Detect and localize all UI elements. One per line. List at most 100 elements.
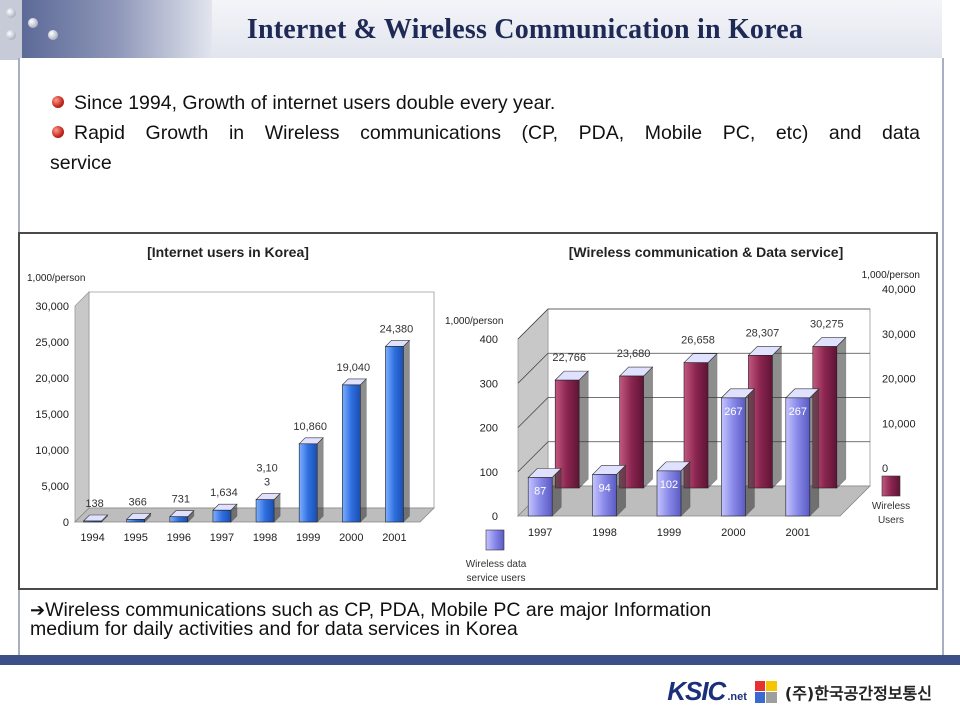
data-label: 23,680	[617, 348, 651, 360]
data-label: 22,766	[552, 352, 586, 364]
data-label: 3,10	[256, 463, 277, 475]
company-name: (주)한국공간정보통신	[784, 683, 932, 703]
bar-wireless-users	[554, 370, 589, 489]
left-y-tick-label: 0	[492, 511, 498, 523]
bar-side	[316, 437, 324, 523]
side-wall	[74, 291, 90, 523]
bar-wireless-users	[683, 352, 718, 489]
bar	[125, 512, 152, 523]
internet-users-chart: [Internet users in Korea] 1,000/person 0 5,…	[27, 244, 435, 544]
bar	[212, 503, 238, 523]
bar-side	[403, 339, 410, 523]
rivet-icon	[28, 18, 38, 28]
bar-front	[298, 443, 318, 523]
data-label: 731	[172, 494, 190, 506]
bar	[384, 339, 411, 523]
y-tick-label: 5,000	[41, 481, 69, 493]
bar-front	[255, 499, 275, 523]
y-tick-label: 0	[63, 517, 69, 529]
rivet-icon	[6, 8, 16, 18]
data-label: 3	[264, 477, 270, 489]
x-tick-label: 2001	[786, 527, 810, 539]
arrow-right-icon: ➔	[30, 600, 46, 620]
bullet-dot-icon	[52, 126, 64, 138]
bottom-bar	[0, 655, 960, 665]
left-y-tick-label: 200	[480, 423, 498, 435]
left-y-tick-label: 100	[480, 467, 498, 479]
bar-data-service-side	[680, 461, 691, 517]
bar-data-service-front	[592, 474, 617, 517]
legend-label: Users	[878, 515, 904, 526]
footnote-text-2: medium for daily activities and for data…	[30, 618, 518, 640]
data-label: 267	[789, 406, 807, 418]
x-tick-label: 2000	[339, 532, 363, 544]
right-y-tick-label: 10,000	[882, 418, 916, 430]
legend-swatch-data-service	[485, 529, 505, 551]
y-tick-label: 30,000	[35, 301, 69, 313]
x-tick-label: 1997	[528, 527, 552, 539]
data-label: 87	[534, 486, 546, 498]
bar-wireless-users-side	[836, 336, 847, 489]
bar-data-service	[591, 464, 627, 517]
data-label: 19,040	[336, 362, 370, 374]
wireless-chart: [Wireless communication & Data service] 1…	[445, 244, 920, 584]
x-tick-label: 1996	[167, 532, 191, 544]
right-unit-label: 1,000/person	[862, 270, 920, 281]
gridline	[517, 397, 549, 428]
bar	[341, 378, 368, 523]
x-tick-label: 1997	[210, 532, 234, 544]
legend-label: Wireless	[872, 501, 910, 512]
data-label: 94	[598, 482, 610, 494]
right-y-tick-label: 30,000	[882, 329, 916, 341]
rivet-icon	[48, 30, 58, 40]
footnote-text-1: Wireless communications such as CP, PDA,…	[45, 599, 712, 621]
data-label: 28,307	[746, 327, 780, 339]
gridline	[517, 308, 549, 340]
page-title: Internet & Wireless Communication in Kor…	[246, 14, 804, 45]
bar-data-service	[527, 467, 562, 517]
x-tick-label: 1999	[296, 532, 320, 544]
legend-label: service users	[467, 573, 526, 584]
bullet-list: Since 1994, Growth of internet users dou…	[50, 88, 920, 178]
data-label: 30,275	[810, 319, 844, 331]
right-y-tick-label: 20,000	[882, 374, 916, 386]
bar-data-service	[785, 388, 820, 517]
bar-data-service-front	[785, 397, 811, 517]
y-tick-label: 15,000	[35, 409, 69, 421]
bar-front	[342, 384, 361, 523]
bar-wireless-users-side	[578, 370, 589, 489]
banner-gradient	[22, 0, 212, 58]
bullet-text-continued: service	[50, 152, 112, 174]
x-tick-label: 1998	[592, 527, 616, 539]
right-y-tick-label: 40,000	[882, 284, 916, 296]
bar-data-service-front	[656, 470, 682, 517]
data-label: 10,860	[293, 421, 327, 433]
bar-front	[83, 520, 102, 523]
chart-title: [Internet users in Korea]	[147, 244, 309, 260]
bar-data-service-side	[616, 464, 626, 517]
y-tick-label: 10,000	[35, 445, 69, 457]
bar-side	[360, 378, 367, 523]
bar-data-service-front	[721, 397, 746, 517]
bar-wireless-users-side	[707, 352, 718, 489]
y-tick-label: 20,000	[35, 373, 69, 385]
bar-data-service-side	[809, 388, 820, 517]
bullet-item: Since 1994, Growth of internet users dou…	[50, 88, 920, 118]
bar-front	[212, 509, 232, 523]
x-tick-label: 2000	[721, 527, 745, 539]
legend-swatch-wireless-users	[881, 475, 901, 497]
gridline	[517, 441, 549, 473]
x-tick-label: 2001	[382, 532, 406, 544]
data-label: 138	[85, 498, 103, 510]
left-unit-label: 1,000/person	[445, 316, 503, 327]
footnote-line-1: ➔Wireless communications such as CP, PDA…	[30, 599, 890, 621]
bullet-dot-icon	[52, 96, 64, 108]
x-tick-label: 1995	[123, 532, 147, 544]
footnote: ➔Wireless communications such as CP, PDA…	[30, 599, 890, 640]
bullet-text: Since 1994, Growth of internet users dou…	[74, 92, 556, 114]
x-tick-label: 1999	[657, 527, 681, 539]
data-label: 26,658	[681, 335, 715, 347]
bar-data-service-side	[745, 388, 755, 517]
legend-label: Wireless data	[466, 559, 527, 570]
x-tick-label: 1998	[253, 532, 277, 544]
